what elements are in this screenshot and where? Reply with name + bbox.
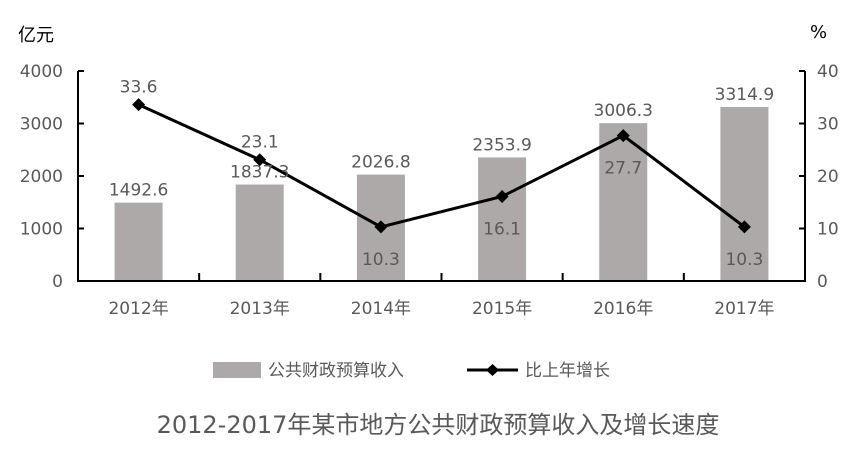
bar-2015年 bbox=[478, 157, 527, 281]
legend-bar-swatch bbox=[213, 362, 261, 378]
x-tick-label: 2013年 bbox=[230, 299, 290, 319]
diamond-marker-icon bbox=[737, 220, 751, 234]
diamond-marker-icon bbox=[132, 98, 146, 112]
left-axis-unit: 亿元 bbox=[18, 25, 54, 46]
bar-value-label: 2026.8 bbox=[351, 153, 410, 173]
left-tick-label: 2000 bbox=[20, 167, 63, 187]
right-tick-label: 40 bbox=[817, 62, 839, 82]
x-tick-label: 2015年 bbox=[472, 299, 532, 319]
right-tick-label: 0 bbox=[817, 272, 828, 292]
legend-bar-label: 公共财政预算收入 bbox=[268, 361, 404, 381]
right-tick-label: 20 bbox=[817, 167, 839, 187]
left-tick-label: 4000 bbox=[20, 62, 63, 82]
growth-value-label: 27.7 bbox=[604, 159, 642, 179]
legend-line-label: 比上年增长 bbox=[525, 361, 610, 381]
right-axis-unit: % bbox=[810, 22, 827, 43]
bar-value-label: 1837.3 bbox=[230, 163, 289, 183]
left-tick-label: 0 bbox=[52, 272, 63, 292]
x-tick-label: 2014年 bbox=[351, 299, 411, 319]
right-tick-label: 10 bbox=[817, 220, 839, 240]
bar-series bbox=[114, 106, 769, 282]
growth-value-label: 33.6 bbox=[120, 78, 158, 98]
axes: 0 1000 2000 3000 4000 0 10 20 30 40 2012年 2013年 2014… bbox=[20, 62, 839, 319]
bar-value-label: 3314.9 bbox=[715, 85, 774, 105]
growth-value-label: 10.3 bbox=[362, 250, 400, 270]
right-tick-label: 30 bbox=[817, 115, 839, 135]
diamond-marker-icon bbox=[616, 129, 630, 143]
data-labels: 1492.6 1837.3 2026.8 2353.9 3006.3 3314.9 33.6… bbox=[109, 78, 774, 270]
x-tick-label: 2016年 bbox=[593, 299, 653, 319]
x-tick-label: 2017年 bbox=[714, 299, 774, 319]
x-tick-label: 2012年 bbox=[108, 299, 168, 319]
chart-title: 2012-2017年某市地方公共财政预算收入及增长速度 bbox=[157, 411, 720, 439]
bar-2017年 bbox=[720, 106, 769, 282]
bar-value-label: 1492.6 bbox=[109, 181, 168, 201]
growth-line bbox=[137, 103, 746, 229]
diamond-marker-icon bbox=[495, 189, 509, 203]
bar-value-label: 3006.3 bbox=[594, 101, 653, 121]
growth-value-label: 23.1 bbox=[241, 133, 279, 153]
diamond-marker-icon bbox=[374, 220, 388, 234]
diamond-marker-icon bbox=[253, 153, 267, 167]
bar-2013年 bbox=[235, 184, 284, 281]
bar-value-label: 2353.9 bbox=[472, 135, 531, 155]
growth-value-label: 16.1 bbox=[483, 219, 521, 239]
legend-diamond-icon bbox=[486, 364, 499, 376]
bar-2012年 bbox=[114, 202, 163, 281]
line-series bbox=[132, 98, 751, 234]
growth-value-label: 10.3 bbox=[725, 250, 763, 270]
legend: 公共财政预算收入 比上年增长 bbox=[213, 361, 610, 381]
left-tick-label: 3000 bbox=[20, 115, 63, 135]
left-tick-label: 1000 bbox=[20, 220, 63, 240]
